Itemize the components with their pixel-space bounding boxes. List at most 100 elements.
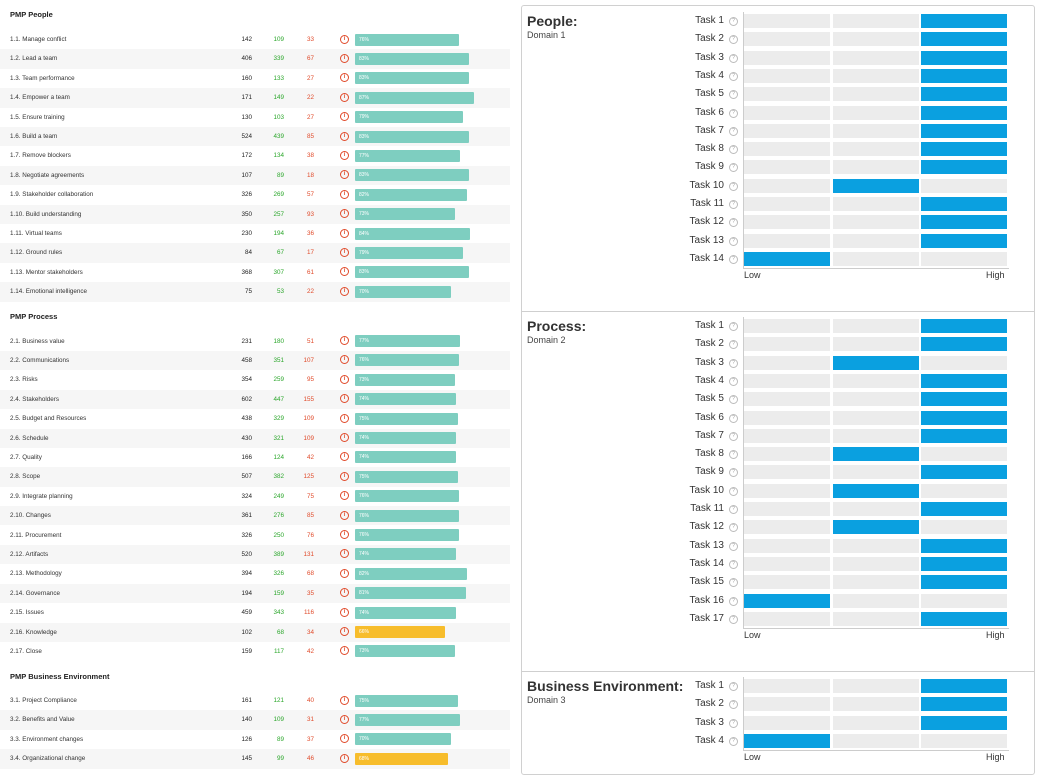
info-icon[interactable]: i — [340, 209, 349, 219]
task-row: Task 2? — [522, 695, 1034, 713]
total-count: 130 — [241, 113, 252, 121]
help-icon[interactable]: ? — [729, 108, 738, 118]
level-cell — [832, 428, 919, 443]
help-icon[interactable]: ? — [729, 218, 738, 228]
info-icon[interactable]: i — [340, 646, 349, 656]
info-icon[interactable]: i — [340, 92, 349, 102]
help-icon[interactable]: ? — [729, 505, 738, 514]
info-icon[interactable]: i — [340, 714, 349, 724]
score-percent: 74% — [359, 454, 370, 461]
help-icon[interactable]: ? — [729, 181, 738, 191]
help-icon[interactable]: ? — [729, 395, 738, 405]
level-cell — [921, 733, 1007, 748]
info-icon[interactable]: i — [340, 695, 349, 705]
help-icon[interactable]: ? — [729, 578, 738, 588]
info-icon[interactable]: i — [340, 568, 349, 578]
help-icon[interactable]: ? — [729, 145, 738, 155]
info-icon[interactable]: i — [340, 753, 349, 763]
score-bar: 76% — [355, 490, 460, 503]
help-icon[interactable]: ? — [729, 682, 738, 691]
help-icon[interactable]: ? — [729, 163, 738, 173]
info-icon[interactable]: i — [340, 510, 349, 520]
help-icon[interactable]: ? — [729, 523, 738, 533]
info-icon[interactable]: i — [340, 53, 349, 63]
info-icon[interactable]: i — [340, 150, 349, 160]
level-cell — [921, 697, 1007, 712]
info-icon[interactable]: i — [340, 491, 349, 501]
help-icon[interactable]: ? — [729, 200, 738, 209]
help-icon[interactable]: ? — [729, 35, 738, 45]
info-icon[interactable]: i — [340, 189, 349, 199]
info-icon[interactable]: i — [340, 549, 349, 559]
info-icon[interactable]: i — [340, 530, 349, 539]
info-icon[interactable]: i — [340, 355, 349, 365]
info-icon[interactable]: i — [340, 286, 349, 296]
info-icon[interactable]: i — [340, 413, 349, 423]
help-icon[interactable]: ? — [729, 90, 738, 100]
info-icon[interactable]: i — [340, 247, 349, 257]
info-icon[interactable]: i — [340, 131, 349, 141]
level-cell — [832, 105, 919, 120]
total-count: 324 — [241, 492, 252, 500]
help-icon[interactable]: ? — [729, 541, 738, 551]
info-icon[interactable]: i — [340, 627, 349, 636]
table-row: 1.3. Team performance 160 133 27 i 83% — [0, 69, 510, 88]
level-cell — [921, 679, 1007, 693]
total-count: 107 — [241, 171, 252, 179]
help-icon[interactable]: ? — [729, 596, 738, 606]
level-cell — [832, 14, 919, 28]
help-icon[interactable]: ? — [729, 17, 738, 26]
help-icon[interactable]: ? — [729, 71, 738, 81]
info-icon[interactable]: i — [340, 112, 349, 122]
help-icon[interactable]: ? — [729, 450, 738, 460]
help-icon[interactable]: ? — [729, 376, 738, 386]
help-icon[interactable]: ? — [729, 340, 738, 350]
help-icon[interactable]: ? — [729, 358, 738, 368]
help-icon[interactable]: ? — [729, 486, 738, 496]
info-icon[interactable]: i — [340, 170, 349, 180]
help-icon[interactable]: ? — [729, 236, 738, 246]
help-icon[interactable]: ? — [729, 322, 738, 331]
help-icon[interactable]: ? — [729, 700, 738, 710]
help-icon[interactable]: ? — [729, 718, 738, 728]
info-icon[interactable]: i — [340, 267, 349, 277]
info-icon[interactable]: i — [340, 588, 349, 598]
info-icon[interactable]: i — [340, 607, 349, 617]
incorrect-count: 93 — [306, 210, 314, 218]
section-title: PMP Business Environment — [10, 672, 110, 681]
info-icon[interactable]: i — [340, 452, 349, 462]
help-icon[interactable]: ? — [729, 413, 738, 423]
info-icon[interactable]: i — [340, 433, 349, 442]
info-icon[interactable]: i — [340, 734, 349, 744]
info-icon[interactable]: i — [340, 34, 349, 44]
help-icon[interactable]: ? — [729, 53, 738, 63]
info-icon[interactable]: i — [340, 336, 349, 345]
level-cell — [921, 251, 1007, 266]
info-icon[interactable]: i — [340, 228, 349, 238]
level-cell — [921, 392, 1007, 407]
level-cell — [921, 178, 1007, 193]
level-cell — [921, 410, 1007, 425]
info-icon[interactable]: i — [340, 471, 349, 481]
task-row: Task 13? — [522, 232, 1034, 250]
help-icon[interactable]: ? — [729, 736, 738, 746]
help-icon[interactable]: ? — [729, 431, 738, 441]
incorrect-count: 22 — [306, 288, 314, 296]
level-cell — [921, 355, 1007, 370]
help-icon[interactable]: ? — [729, 126, 738, 136]
info-icon[interactable]: i — [340, 374, 349, 384]
topic-name: 1.9. Stakeholder collaboration — [10, 191, 94, 199]
info-icon[interactable]: i — [340, 394, 349, 404]
score-bar: 76% — [355, 529, 460, 541]
help-icon[interactable]: ? — [729, 468, 738, 478]
topic-name: 2.2. Communications — [10, 356, 70, 364]
task-row: Task 2? — [522, 30, 1034, 48]
info-icon[interactable]: i — [340, 73, 349, 83]
help-icon[interactable]: ? — [729, 254, 738, 264]
score-percent: 75% — [359, 473, 370, 480]
help-icon[interactable]: ? — [729, 559, 738, 569]
level-cell — [921, 87, 1007, 102]
level-cell — [744, 215, 830, 230]
incorrect-count: 37 — [306, 735, 314, 743]
help-icon[interactable]: ? — [729, 614, 738, 624]
